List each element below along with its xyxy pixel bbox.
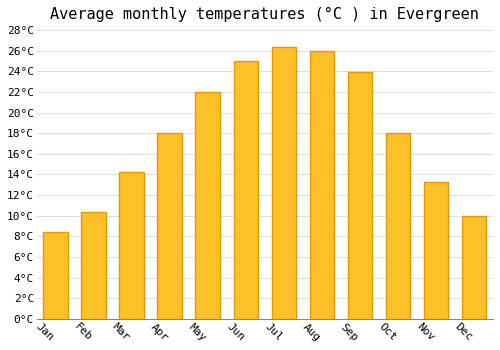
Bar [348, 72, 372, 319]
Bar [196, 92, 220, 319]
Bar [234, 61, 258, 319]
Bar [424, 182, 448, 319]
Bar [310, 51, 334, 319]
Bar [120, 173, 144, 319]
Bar [386, 133, 410, 319]
Bar [44, 232, 68, 319]
Bar [158, 133, 182, 319]
Bar [82, 212, 106, 319]
Bar [272, 47, 296, 319]
Bar [462, 216, 486, 319]
Title: Average monthly temperatures (°C ) in Evergreen: Average monthly temperatures (°C ) in Ev… [50, 7, 480, 22]
